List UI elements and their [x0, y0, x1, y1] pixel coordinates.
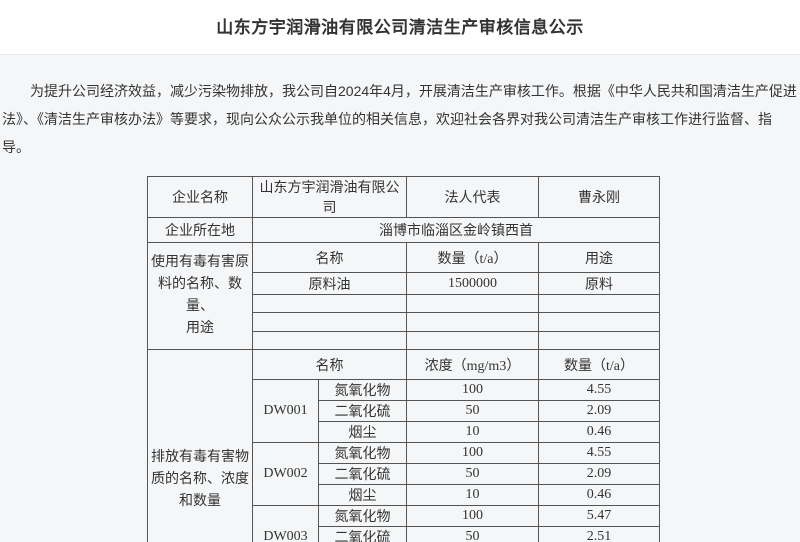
emissions-header-quantity: 数量（t/a） [538, 349, 660, 380]
pollutant-quantity: 4.55 [538, 442, 660, 464]
company-name-label: 企业名称 [147, 176, 253, 218]
pollutant-quantity: 0.46 [538, 484, 660, 506]
pollutant-quantity: 5.47 [538, 505, 660, 527]
legal-rep-value: 曹永刚 [538, 176, 660, 218]
location-row: 企业所在地 淄博市临淄区金岭镇西首 [147, 217, 660, 243]
pollutant-concentration: 100 [406, 379, 539, 401]
emission-row: 二氧化硫 50 2.51 [148, 526, 660, 542]
empty-cell [252, 312, 407, 332]
audit-info-table: 企业名称 山东方宇润滑油有限公司 法人代表 曹永刚 企业所在地 淄博市临淄区金岭… [147, 176, 660, 542]
pollutant-concentration: 10 [406, 484, 539, 506]
emission-row: DW002 氮氧化物 100 4.55 [148, 442, 660, 506]
pollutant-concentration: 100 [406, 442, 539, 464]
empty-cell [538, 294, 660, 313]
location-value: 淄博市临淄区金岭镇西首 [252, 217, 660, 243]
pollutant-concentration: 100 [406, 505, 539, 527]
pollutant-name: 烟尘 [318, 421, 407, 443]
pollutant-concentration: 10 [406, 421, 539, 443]
empty-cell [406, 312, 539, 332]
material-name: 原料油 [252, 272, 407, 295]
outlet-code: DW002 [252, 442, 319, 506]
emission-row: 二氧化硫 50 2.09 [148, 400, 660, 422]
pollutant-name: 氮氧化物 [318, 505, 407, 527]
material-row-empty [148, 294, 660, 313]
empty-cell [406, 331, 539, 350]
page-header: 山东方宇润滑油有限公司清洁生产审核信息公示 [0, 0, 800, 54]
pollutant-quantity: 4.55 [538, 379, 660, 401]
empty-cell [538, 331, 660, 350]
content-area: 为提升公司经济效益，减少污染物排放，我公司自2024年4月，开展清洁生产审核工作… [0, 54, 800, 542]
empty-cell [252, 331, 407, 350]
outlet-code: DW003 [252, 505, 319, 542]
materials-header-row: 使用有毒有害原 料的名称、数量、 用途 名称 数量（t/a） 用途 [147, 242, 660, 350]
emission-row: 烟尘 10 0.46 [148, 421, 660, 443]
location-label: 企业所在地 [147, 217, 253, 243]
pollutant-quantity: 2.51 [538, 526, 660, 542]
pollutant-quantity: 0.46 [538, 421, 660, 443]
pollutant-quantity: 2.09 [538, 463, 660, 485]
pollutant-name: 烟尘 [318, 484, 407, 506]
pollutant-concentration: 50 [406, 400, 539, 422]
material-quantity: 1500000 [406, 272, 539, 295]
page-title: 山东方宇润滑油有限公司清洁生产审核信息公示 [216, 18, 584, 37]
company-row: 企业名称 山东方宇润滑油有限公司 法人代表 曹永刚 [147, 176, 660, 218]
materials-section-label: 使用有毒有害原 料的名称、数量、 用途 [147, 242, 253, 350]
empty-cell [406, 294, 539, 313]
pollutant-concentration: 50 [406, 526, 539, 542]
emission-row: 烟尘 10 0.46 [148, 484, 660, 506]
company-name-value: 山东方宇润滑油有限公司 [252, 176, 407, 218]
emissions-header-concentration: 浓度（mg/m3） [406, 349, 539, 380]
pollutant-name: 氮氧化物 [318, 442, 407, 464]
material-usage: 原料 [538, 272, 660, 295]
pollutant-name: 二氧化硫 [318, 400, 407, 422]
empty-cell [538, 312, 660, 332]
emissions-header-row: 排放有毒有害物 质的名称、浓度 和数量 名称 浓度（mg/m3） 数量（t/a） [147, 349, 660, 542]
pollutant-concentration: 50 [406, 463, 539, 485]
pollutant-name: 二氧化硫 [318, 526, 407, 542]
intro-paragraph: 为提升公司经济效益，减少污染物排放，我公司自2024年4月，开展清洁生产审核工作… [2, 83, 797, 155]
outlet-code: DW001 [252, 379, 319, 443]
pollutant-name: 二氧化硫 [318, 463, 407, 485]
material-row-empty [148, 312, 660, 332]
materials-header-usage: 用途 [538, 242, 660, 273]
legal-rep-label: 法人代表 [406, 176, 539, 218]
materials-header-quantity: 数量（t/a） [406, 242, 539, 273]
emissions-section-label: 排放有毒有害物 质的名称、浓度 和数量 [147, 349, 253, 542]
materials-header-name: 名称 [252, 242, 407, 273]
pollutant-name: 氮氧化物 [318, 379, 407, 401]
emission-row: DW001 氮氧化物 100 4.55 [148, 379, 660, 443]
emissions-header-name: 名称 [252, 349, 407, 380]
empty-cell [252, 294, 407, 313]
pollutant-quantity: 2.09 [538, 400, 660, 422]
